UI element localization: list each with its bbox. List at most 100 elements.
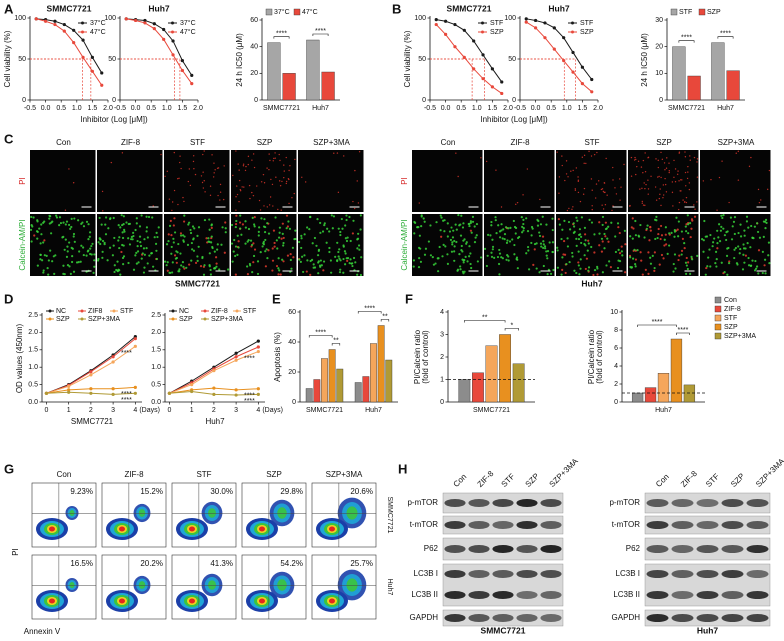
cell-dot [342,257,345,261]
cell-dot [65,255,69,258]
cell-dot [444,245,447,248]
cell-dot [467,222,470,226]
cell-dot [360,256,363,259]
x-unit: (Days) [262,407,283,414]
bar [458,379,471,403]
cell-dot [82,225,86,228]
cell-dot [75,261,79,264]
cell-dot [721,160,723,162]
bar [354,382,362,403]
data-point [234,351,238,355]
cell-dot [498,273,501,276]
cell-dot [143,253,146,256]
cell-dot [130,235,133,239]
cell-dot [230,242,234,245]
cell-dot [649,262,653,265]
cell-dot [716,229,719,232]
cell-dot [336,152,339,154]
cell-dot [294,158,296,161]
cell-dot [545,250,548,253]
cell-dot [140,257,143,260]
percent-label: 25.7% [350,559,373,568]
cell-dot [755,265,759,268]
cell-dot [634,234,637,237]
legend-marker [171,317,175,321]
cell-dot [468,224,471,228]
cell-dot [339,268,342,271]
cell-dot [455,240,458,244]
cell-dot [424,247,428,250]
cell-dot [36,237,39,240]
cell-dot [239,227,242,230]
data-point [444,32,448,37]
x-tick-label: 0.0 [41,105,51,112]
data-point [100,83,104,87]
cell-dot [183,267,186,270]
cell-dot [173,217,176,220]
x-tick-label: 2.0 [103,105,113,112]
cell-dot [689,159,691,161]
data-point [534,26,538,30]
blot-band [468,545,490,553]
cell-dot [708,248,711,251]
cell-dot [49,249,52,252]
cell-dot [39,242,42,245]
cell-dot [603,182,606,184]
cell-dot [309,259,312,263]
cell-dot [623,163,625,166]
cell-dot [215,265,218,268]
x-tick-label: 4 [133,407,137,414]
y-tick-label: 1.5 [28,347,38,354]
x-tick-label: Huh7 [312,105,329,112]
cell-dot [82,253,85,257]
y-axis-label: PI/Calcein ratio [413,329,422,384]
cell-dot [441,255,444,258]
bar [711,42,725,101]
legend-label: ZIF8 [88,308,102,315]
blot-band [721,499,744,507]
protein-label: t-mTOR [410,520,439,529]
cell-dot [690,227,693,230]
micrograph [556,214,627,276]
cell-dot [664,183,667,186]
cell-dot [633,248,636,251]
cell-dot [687,223,690,226]
cell-dot [509,226,512,229]
cell-dot [497,224,500,227]
cell-dot [427,240,430,243]
significance: **** [681,35,692,42]
cell-dot [113,264,116,267]
cell-dot [281,222,284,225]
cell-dot [243,186,245,188]
cell-dot [329,259,332,262]
series-line [36,18,103,74]
cell-dot [741,268,745,271]
cell-dot [623,229,626,232]
y-tick-label: 20 [288,369,296,376]
cell-dot [251,271,254,274]
cell-dot [73,240,76,243]
cell-dot [636,165,638,168]
cell-dot [737,179,740,181]
bar [657,373,670,403]
cell-dot [521,231,524,234]
bar [485,345,498,403]
cell-dot [711,245,714,248]
cell-dot [73,217,76,220]
cell-dot [585,257,589,260]
cell-dot [734,246,737,250]
data-point [89,370,93,374]
cell-dot [187,180,190,183]
cell-dot [247,239,250,242]
micrograph [484,214,555,276]
cell-dot [751,236,754,239]
cell-dot [237,246,240,249]
percent-label: 20.6% [350,487,373,496]
lane-label: ZIF-8 [476,469,496,489]
x-tick-label: 4 [256,407,260,414]
cell-dot [315,244,318,247]
cell-dot [173,231,177,234]
cell-dot [742,243,745,246]
cell-dot [139,241,142,244]
blot-band [492,570,514,578]
